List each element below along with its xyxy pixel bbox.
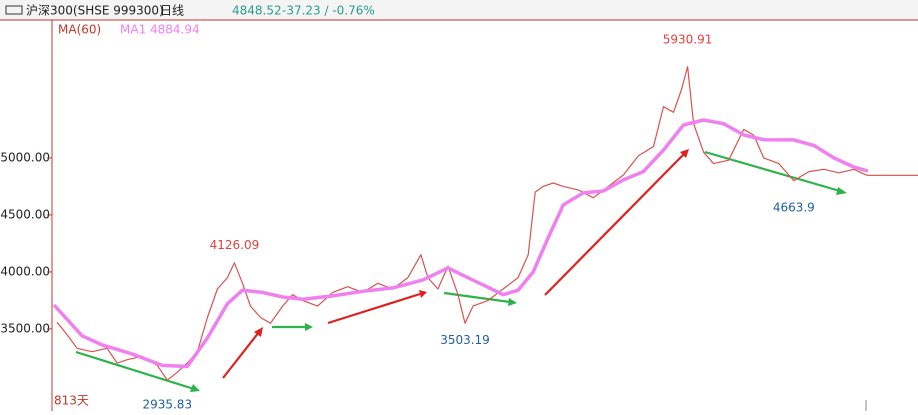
change: -37.23 / -0.76%: [282, 4, 375, 18]
symbol[interactable]: 沪深300(SHSE 999300): [26, 4, 164, 18]
y-tick-label: 5000.00: [0, 150, 50, 164]
trend-arrows: [75, 149, 847, 392]
period[interactable]: 日线: [160, 4, 184, 18]
ma-line: [52, 118, 869, 369]
indicator[interactable]: MA(60): [58, 23, 101, 37]
extreme-label: 3503.19: [440, 333, 490, 347]
indicator-value: MA1 4884.94: [120, 23, 200, 37]
extreme-label: 4126.09: [210, 238, 260, 252]
extreme-label: 5930.91: [663, 32, 713, 46]
extreme-label: 4663.9: [773, 201, 815, 215]
extreme-label: 2935.83: [142, 398, 192, 411]
last-price: 4848.52: [232, 4, 282, 18]
y-tick-label: 4500.00: [0, 207, 50, 221]
header-bar: [0, 0, 918, 20]
y-tick-label: 3500.00: [0, 321, 50, 335]
link-icon[interactable]: [5, 5, 23, 15]
y-tick-label: 4000.00: [0, 264, 50, 278]
days: 813天: [54, 394, 89, 408]
